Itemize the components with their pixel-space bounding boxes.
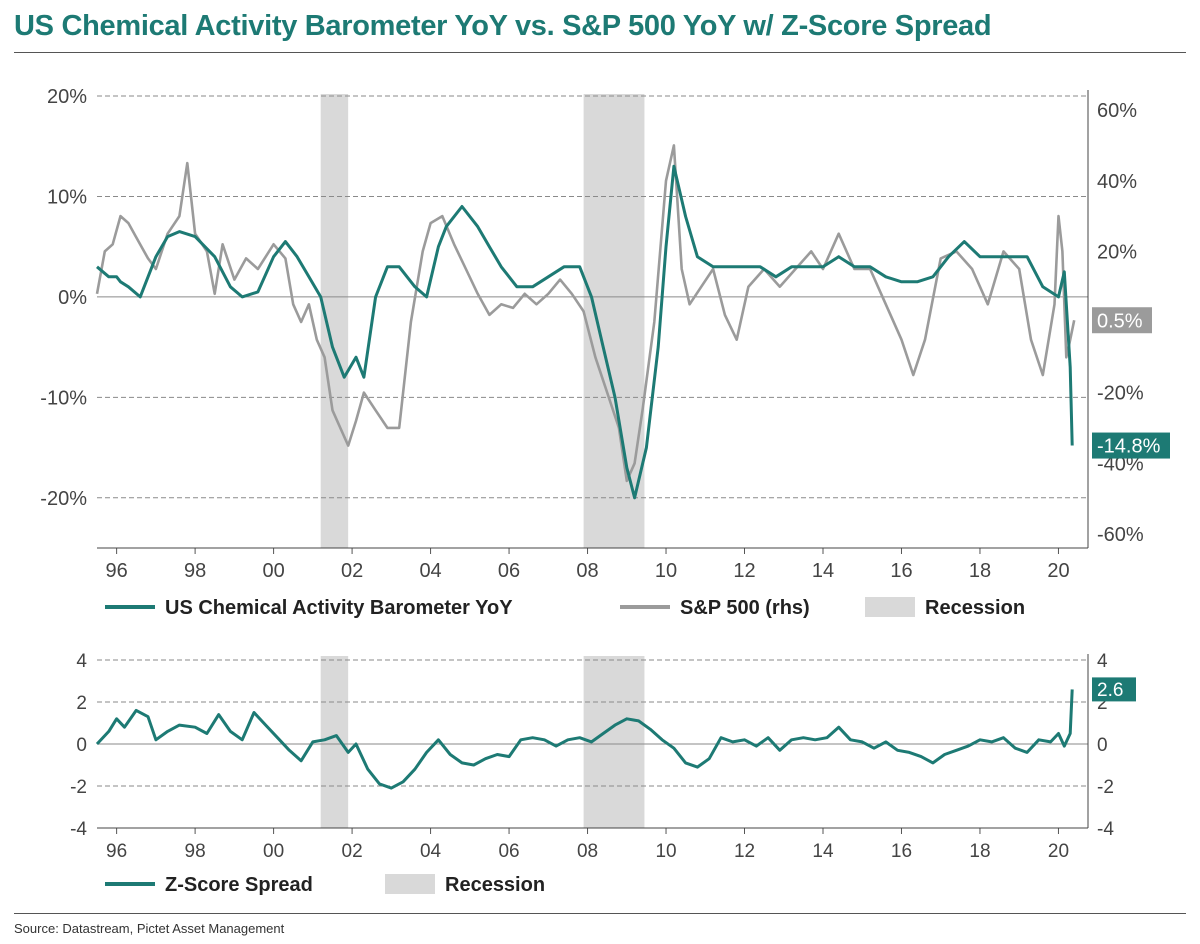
x-tick-label: 08 xyxy=(576,560,598,582)
y-left-tick-label: -20% xyxy=(40,488,87,510)
end-label-sp: 0.5% xyxy=(1097,310,1143,332)
recession-band-1 xyxy=(320,656,349,828)
legend-label-z: Z-Score Spread xyxy=(165,874,313,896)
y-right-tick-label: 0 xyxy=(1097,735,1108,756)
x-tick-label: 18 xyxy=(969,841,990,862)
x-tick-label: 10 xyxy=(655,841,676,862)
series-lines xyxy=(95,144,1076,500)
x-tick-label: 00 xyxy=(263,841,284,862)
x-tick-label: 04 xyxy=(420,841,442,862)
legend-swatch-recession xyxy=(865,597,915,617)
y-left-tick-label: 0 xyxy=(76,735,87,756)
series-lines xyxy=(95,689,1074,790)
legend-label-cab: US Chemical Activity Barometer YoY xyxy=(165,597,513,619)
x-tick-label: 12 xyxy=(733,560,755,582)
gridlines xyxy=(97,654,1089,834)
y-right-tick-label: 40% xyxy=(1097,171,1137,193)
x-tick-label: 20 xyxy=(1047,560,1069,582)
x-tick-label: 10 xyxy=(655,560,677,582)
x-tick-label: 04 xyxy=(419,560,441,582)
recession-bands xyxy=(320,94,645,548)
x-tick-label: 02 xyxy=(341,560,363,582)
y-left-tick-label: 0% xyxy=(58,287,87,309)
tick-labels: 20% 10% 0% -10% -20% 60% 40% 20% -20% -40% -60% 96 9… xyxy=(40,86,1144,582)
title-divider xyxy=(14,52,1186,53)
recession-bands xyxy=(320,656,645,828)
y-right-tick-label: 4 xyxy=(1097,651,1108,672)
end-value-labels: 0.5% -14.8% xyxy=(1092,307,1170,459)
legend-label-recession: Recession xyxy=(925,597,1025,619)
y-left-tick-label: -2 xyxy=(70,777,87,798)
y-left-tick-label: 20% xyxy=(47,86,87,108)
series-line-z xyxy=(95,689,1074,790)
y-right-tick-label: -60% xyxy=(1097,524,1144,546)
end-label-z: 2.6 xyxy=(1097,680,1123,701)
recession-band-1 xyxy=(320,94,349,548)
chart-title: US Chemical Activity Barometer YoY vs. S… xyxy=(14,10,992,42)
source-note: Source: Datastream, Pictet Asset Managem… xyxy=(14,921,285,936)
x-tick-label: 16 xyxy=(890,560,912,582)
x-tick-label: 16 xyxy=(891,841,912,862)
legend-label-sp: S&P 500 (rhs) xyxy=(680,597,810,619)
recession-band-2 xyxy=(583,94,645,548)
y-left-tick-label: -10% xyxy=(40,387,87,409)
y-right-tick-label: 60% xyxy=(1097,100,1137,122)
y-left-tick-label: 4 xyxy=(76,651,87,672)
legend-swatch-recession xyxy=(385,874,435,894)
y-right-tick-label: 20% xyxy=(1097,241,1137,263)
x-tick-label: 98 xyxy=(184,560,206,582)
end-label-cab: -14.8% xyxy=(1097,436,1161,458)
y-right-tick-label: -4 xyxy=(1097,819,1114,840)
x-tick-label: 96 xyxy=(106,841,127,862)
y-right-tick-label: -40% xyxy=(1097,453,1144,475)
y-left-tick-label: 2 xyxy=(76,693,87,714)
series-line-cab xyxy=(96,164,1074,500)
y-left-tick-label: 10% xyxy=(47,186,87,208)
x-tick-label: 00 xyxy=(262,560,284,582)
x-tick-label: 06 xyxy=(498,841,519,862)
y-left-tick-label: -4 xyxy=(70,819,87,840)
x-tick-label: 96 xyxy=(105,560,127,582)
x-tick-label: 18 xyxy=(969,560,991,582)
series-line-sp xyxy=(95,144,1076,483)
end-label-box-z xyxy=(1092,677,1136,702)
cab-vs-sp500-chart: 20% 10% 0% -10% -20% 60% 40% 20% -20% -40% -60% 96 9… xyxy=(40,86,1170,619)
x-tick-label: 08 xyxy=(577,841,598,862)
x-tick-label: 14 xyxy=(812,841,834,862)
x-tick-label: 20 xyxy=(1048,841,1069,862)
x-tick-label: 02 xyxy=(342,841,363,862)
legend: US Chemical Activity Barometer YoY S&P 50… xyxy=(105,597,1025,619)
x-tick-label: 06 xyxy=(498,560,520,582)
y-right-tick-label: -2 xyxy=(1097,777,1114,798)
legend-label-recession: Recession xyxy=(445,874,545,896)
x-tick-label: 14 xyxy=(812,560,834,582)
end-label-box-cab xyxy=(1092,432,1170,459)
end-label-box-sp xyxy=(1092,307,1152,334)
y-right-tick-label: -20% xyxy=(1097,383,1144,405)
end-value-labels: 2.6 xyxy=(1092,677,1136,702)
y-right-tick-label: 2 xyxy=(1097,693,1108,714)
x-tick-label: 98 xyxy=(185,841,206,862)
legend: Z-Score Spread Recession xyxy=(105,874,545,896)
source-divider xyxy=(14,913,1186,914)
gridlines xyxy=(97,90,1089,554)
x-tick-label: 12 xyxy=(734,841,755,862)
